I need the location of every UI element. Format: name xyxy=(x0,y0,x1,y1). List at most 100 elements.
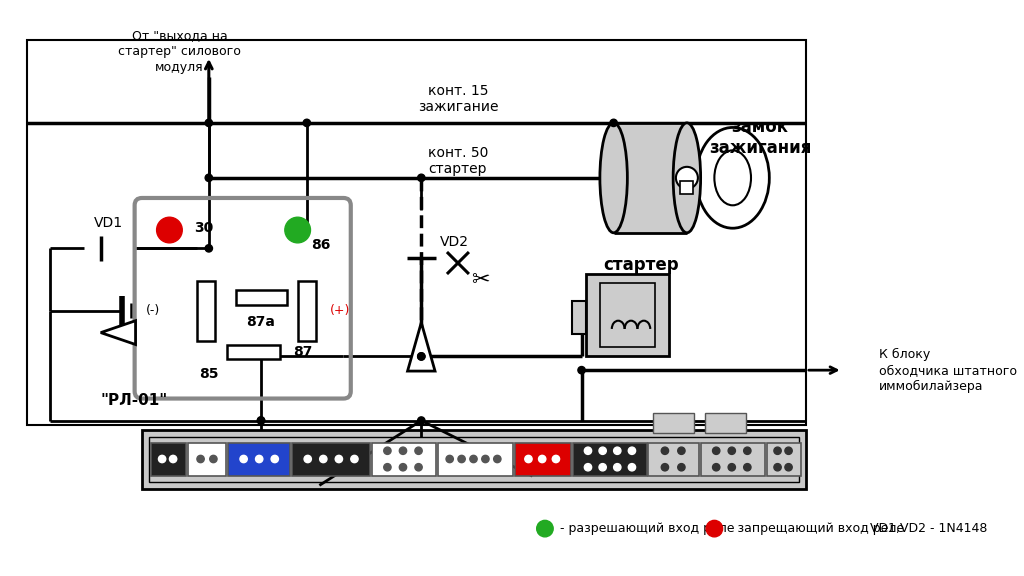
Text: 30: 30 xyxy=(195,221,213,235)
Text: VD1: VD1 xyxy=(93,216,123,230)
Circle shape xyxy=(257,417,264,424)
Circle shape xyxy=(205,119,212,127)
Circle shape xyxy=(303,119,310,127)
Circle shape xyxy=(271,456,279,463)
Circle shape xyxy=(210,456,217,463)
Polygon shape xyxy=(100,321,135,344)
Bar xyxy=(197,281,215,341)
Circle shape xyxy=(304,456,311,463)
Bar xyxy=(150,437,799,482)
Text: конт. 50
стартер: конт. 50 стартер xyxy=(428,146,488,176)
Text: ✂: ✂ xyxy=(471,270,489,290)
Text: К блоку
обходчика штатного
иммобилайзера: К блоку обходчика штатного иммобилайзера xyxy=(880,347,1017,393)
Circle shape xyxy=(539,456,546,463)
Circle shape xyxy=(157,217,182,243)
Bar xyxy=(613,123,687,233)
Text: "РЛ-01": "РЛ-01" xyxy=(100,393,168,408)
Bar xyxy=(237,290,287,305)
Text: конт. 15
зажигание: конт. 15 зажигание xyxy=(418,84,499,113)
Circle shape xyxy=(728,447,735,454)
Circle shape xyxy=(285,217,310,243)
Circle shape xyxy=(169,456,177,463)
Bar xyxy=(292,442,370,476)
Bar xyxy=(767,442,802,476)
Bar xyxy=(152,442,186,476)
Bar xyxy=(372,442,436,476)
Circle shape xyxy=(197,456,204,463)
Circle shape xyxy=(599,464,606,471)
Circle shape xyxy=(662,464,669,471)
Text: 85: 85 xyxy=(199,367,218,381)
Circle shape xyxy=(319,456,327,463)
Ellipse shape xyxy=(673,123,700,233)
Bar xyxy=(573,442,646,476)
Circle shape xyxy=(678,464,685,471)
Text: - разрешающий вход реле: - разрешающий вход реле xyxy=(556,522,734,535)
Bar xyxy=(438,442,513,476)
Bar xyxy=(228,442,291,476)
Circle shape xyxy=(351,456,358,463)
Circle shape xyxy=(610,119,617,127)
Text: (-): (-) xyxy=(146,304,161,317)
Circle shape xyxy=(707,520,723,537)
Circle shape xyxy=(240,456,247,463)
Circle shape xyxy=(613,447,621,454)
Text: (+): (+) xyxy=(330,304,350,317)
Bar xyxy=(700,442,765,476)
Circle shape xyxy=(585,447,592,454)
Circle shape xyxy=(676,167,698,189)
Circle shape xyxy=(415,447,422,454)
Text: стартер: стартер xyxy=(603,256,679,274)
Circle shape xyxy=(774,447,781,454)
Ellipse shape xyxy=(600,123,628,233)
Bar xyxy=(600,283,654,347)
Bar xyxy=(706,413,746,433)
Circle shape xyxy=(578,366,586,374)
Circle shape xyxy=(399,447,407,454)
Circle shape xyxy=(159,456,166,463)
Circle shape xyxy=(585,464,592,471)
Text: VD1,VD2 - 1N4148: VD1,VD2 - 1N4148 xyxy=(870,522,987,535)
Text: VD2: VD2 xyxy=(439,235,469,249)
Circle shape xyxy=(784,464,793,471)
Bar xyxy=(142,430,806,489)
Circle shape xyxy=(257,417,264,424)
Bar xyxy=(648,442,698,476)
Circle shape xyxy=(713,464,720,471)
Ellipse shape xyxy=(696,127,769,228)
Text: 86: 86 xyxy=(311,238,331,252)
Circle shape xyxy=(774,464,781,471)
Circle shape xyxy=(481,456,489,463)
Bar xyxy=(187,442,226,476)
Circle shape xyxy=(537,520,553,537)
Circle shape xyxy=(784,447,793,454)
Text: - запрещающий вход реле: - запрещающий вход реле xyxy=(725,522,904,535)
Circle shape xyxy=(446,456,454,463)
Text: 87а: 87а xyxy=(247,315,275,329)
Circle shape xyxy=(418,353,425,360)
Circle shape xyxy=(552,456,559,463)
Circle shape xyxy=(524,456,532,463)
Text: От "выхода на
стартер" силового
модуля: От "выхода на стартер" силового модуля xyxy=(118,29,241,74)
Circle shape xyxy=(335,456,343,463)
Bar xyxy=(298,281,316,341)
Circle shape xyxy=(384,447,391,454)
Circle shape xyxy=(743,447,751,454)
Circle shape xyxy=(662,447,669,454)
Circle shape xyxy=(599,447,606,454)
Circle shape xyxy=(399,464,407,471)
Circle shape xyxy=(384,464,391,471)
Circle shape xyxy=(205,174,212,181)
Circle shape xyxy=(494,456,501,463)
Circle shape xyxy=(678,447,685,454)
Circle shape xyxy=(418,174,425,181)
Bar xyxy=(653,413,694,433)
Circle shape xyxy=(613,464,621,471)
Bar xyxy=(28,40,806,425)
Bar xyxy=(227,344,281,359)
Circle shape xyxy=(205,245,212,252)
Circle shape xyxy=(458,456,465,463)
Ellipse shape xyxy=(715,150,751,205)
Bar xyxy=(572,301,586,334)
Bar xyxy=(515,442,571,476)
